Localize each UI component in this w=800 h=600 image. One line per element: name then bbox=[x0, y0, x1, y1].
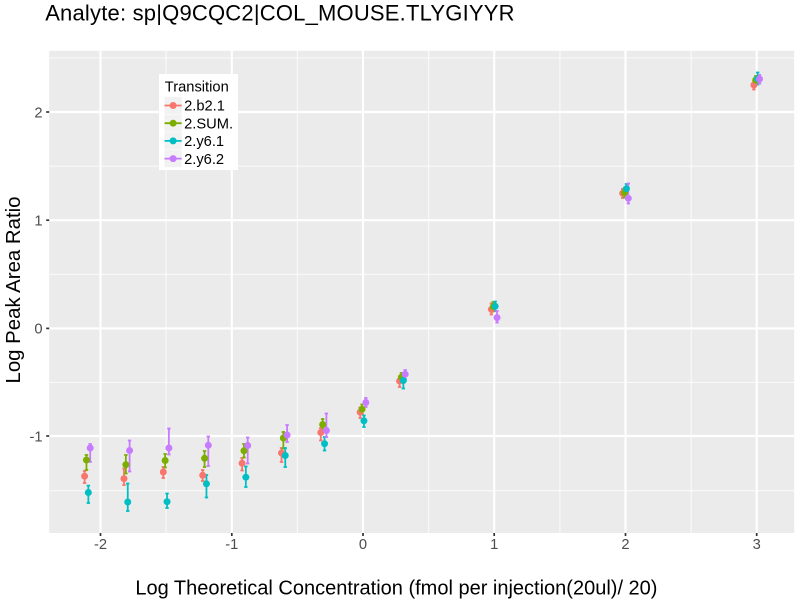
svg-text:Log Peak Area Ratio: Log Peak Area Ratio bbox=[3, 196, 25, 383]
svg-text:1: 1 bbox=[34, 214, 42, 230]
svg-text:-1: -1 bbox=[225, 537, 238, 553]
svg-text:-1: -1 bbox=[29, 429, 42, 445]
svg-text:2.y6.1: 2.y6.1 bbox=[184, 134, 224, 150]
svg-text:2.SUM.: 2.SUM. bbox=[184, 116, 233, 132]
svg-text:2.y6.2: 2.y6.2 bbox=[184, 152, 224, 168]
svg-text:Log Theoretical Concentration: Log Theoretical Concentration (fmol per … bbox=[135, 578, 657, 600]
svg-text:2: 2 bbox=[621, 537, 629, 553]
svg-text:2: 2 bbox=[34, 105, 42, 121]
svg-text:3: 3 bbox=[753, 537, 761, 553]
svg-text:2.b2.1: 2.b2.1 bbox=[184, 99, 225, 115]
svg-text:0: 0 bbox=[34, 322, 42, 338]
svg-text:Transition: Transition bbox=[165, 80, 229, 96]
svg-text:1: 1 bbox=[490, 537, 498, 553]
svg-text:Analyte: sp|Q9CQC2|COL_MOUSE.T: Analyte: sp|Q9CQC2|COL_MOUSE.TLYGIYYR bbox=[45, 1, 515, 26]
svg-text:0: 0 bbox=[359, 537, 367, 553]
svg-text:-2: -2 bbox=[94, 537, 107, 553]
